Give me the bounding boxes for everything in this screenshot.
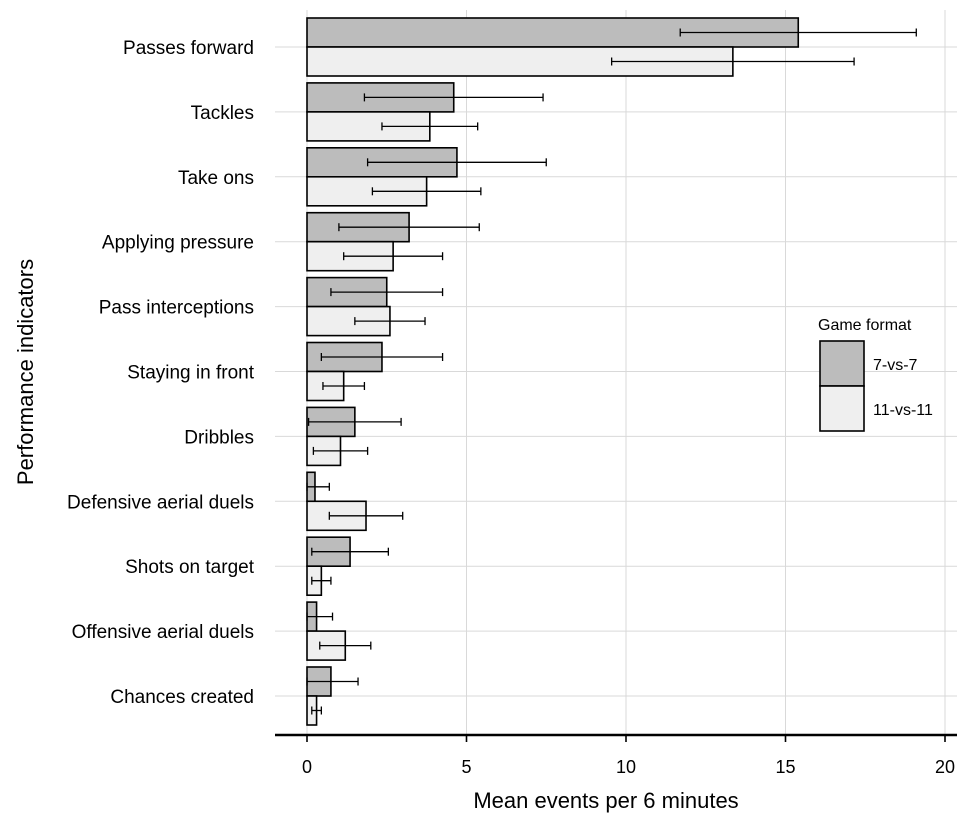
legend-swatch [819, 385, 865, 432]
x-tick-label: 5 [461, 757, 471, 777]
category-label: Staying in front [127, 363, 254, 384]
category-label: Chances created [110, 687, 254, 708]
legend-swatch [819, 340, 865, 387]
x-tick-label: 10 [616, 757, 636, 777]
y-axis-title: Performance indicators [13, 259, 38, 485]
category-labels: Passes forward Tackles Take ons Applying pr… [67, 38, 255, 708]
category-label: Pass interceptions [99, 298, 254, 319]
legend-label: 7-vs-7 [873, 357, 918, 374]
legend: Game format 7-vs-7 11-vs-11 [818, 317, 933, 432]
legend-title: Game format [818, 317, 912, 334]
category-label: Dribbles [184, 427, 254, 448]
error-bars-group [306, 28, 917, 715]
category-label: Applying pressure [102, 233, 254, 254]
category-label: Defensive aerial duels [67, 492, 254, 513]
x-axis-title: Mean events per 6 minutes [473, 788, 738, 813]
category-label: Tackles [191, 103, 254, 124]
category-label: Take ons [178, 168, 254, 189]
x-tick-label: 15 [775, 757, 795, 777]
category-label: Shots on target [125, 557, 255, 578]
x-tick-label: 20 [935, 757, 955, 777]
category-label: Offensive aerial duels [72, 622, 254, 643]
category-label: Passes forward [123, 38, 254, 59]
x-axis-ticks: 0 5 10 15 20 [302, 735, 955, 777]
x-tick-label: 0 [302, 757, 312, 777]
legend-label: 11-vs-11 [873, 402, 933, 419]
